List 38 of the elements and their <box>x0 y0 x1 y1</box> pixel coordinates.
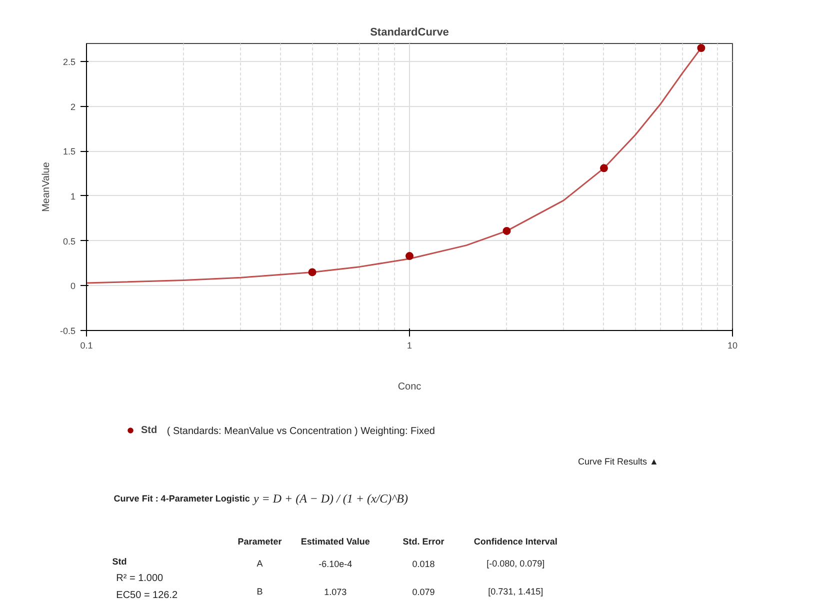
y-axis-title: MeanValue <box>40 162 52 212</box>
text: EC50 = 126.2 <box>116 590 178 601</box>
y-tick-label: -0.5 <box>60 326 76 336</box>
text: Estimated Value <box>300 536 370 546</box>
text: 0.018 <box>412 559 435 569</box>
y-tick-label: 1.5 <box>62 146 76 157</box>
text: Std <box>112 556 127 566</box>
x-tick-label: 0.1 <box>80 340 93 350</box>
y-tick-label: 0.5 <box>62 236 76 246</box>
text: -6.10e-4 <box>318 559 352 569</box>
x-axis-title: Conc <box>398 382 422 392</box>
point <box>406 252 414 260</box>
text: 0.079 <box>412 587 435 597</box>
chart-title: StandardCurve <box>370 26 449 38</box>
text: Curve Fit Results ▲ <box>578 456 658 466</box>
text: [0.731, 1.415] <box>488 586 544 596</box>
text: Parameter <box>238 536 282 546</box>
text: B <box>256 586 263 596</box>
y-tick-label: 0 <box>70 281 76 292</box>
x-tick-label: 10 <box>727 340 738 350</box>
x-tick-label: 1 <box>406 340 412 350</box>
text: y = D + (A − D) / (1 + (x/C)^B) <box>252 492 408 506</box>
point <box>600 164 608 172</box>
y-tick-label: 2 <box>70 102 76 112</box>
point <box>697 44 706 52</box>
text: [-0.080, 0.079] <box>486 558 545 568</box>
point <box>502 226 511 235</box>
text: 1.073 <box>324 587 347 597</box>
y-tick-label: 2.5 <box>62 56 76 67</box>
text: Confidence Interval <box>474 536 558 546</box>
text: Std. Error <box>402 536 445 546</box>
y-tick-label: 1 <box>70 191 76 202</box>
text: A <box>256 558 263 568</box>
text: Curve Fit : 4-Parameter Logistic <box>114 494 250 504</box>
text: ( Standards: MeanValue vs Concentration ) Weighting: Fixed <box>166 426 435 437</box>
text: R² = 1.000 <box>116 573 164 584</box>
legend-label: Std <box>141 424 158 436</box>
point <box>308 268 316 276</box>
